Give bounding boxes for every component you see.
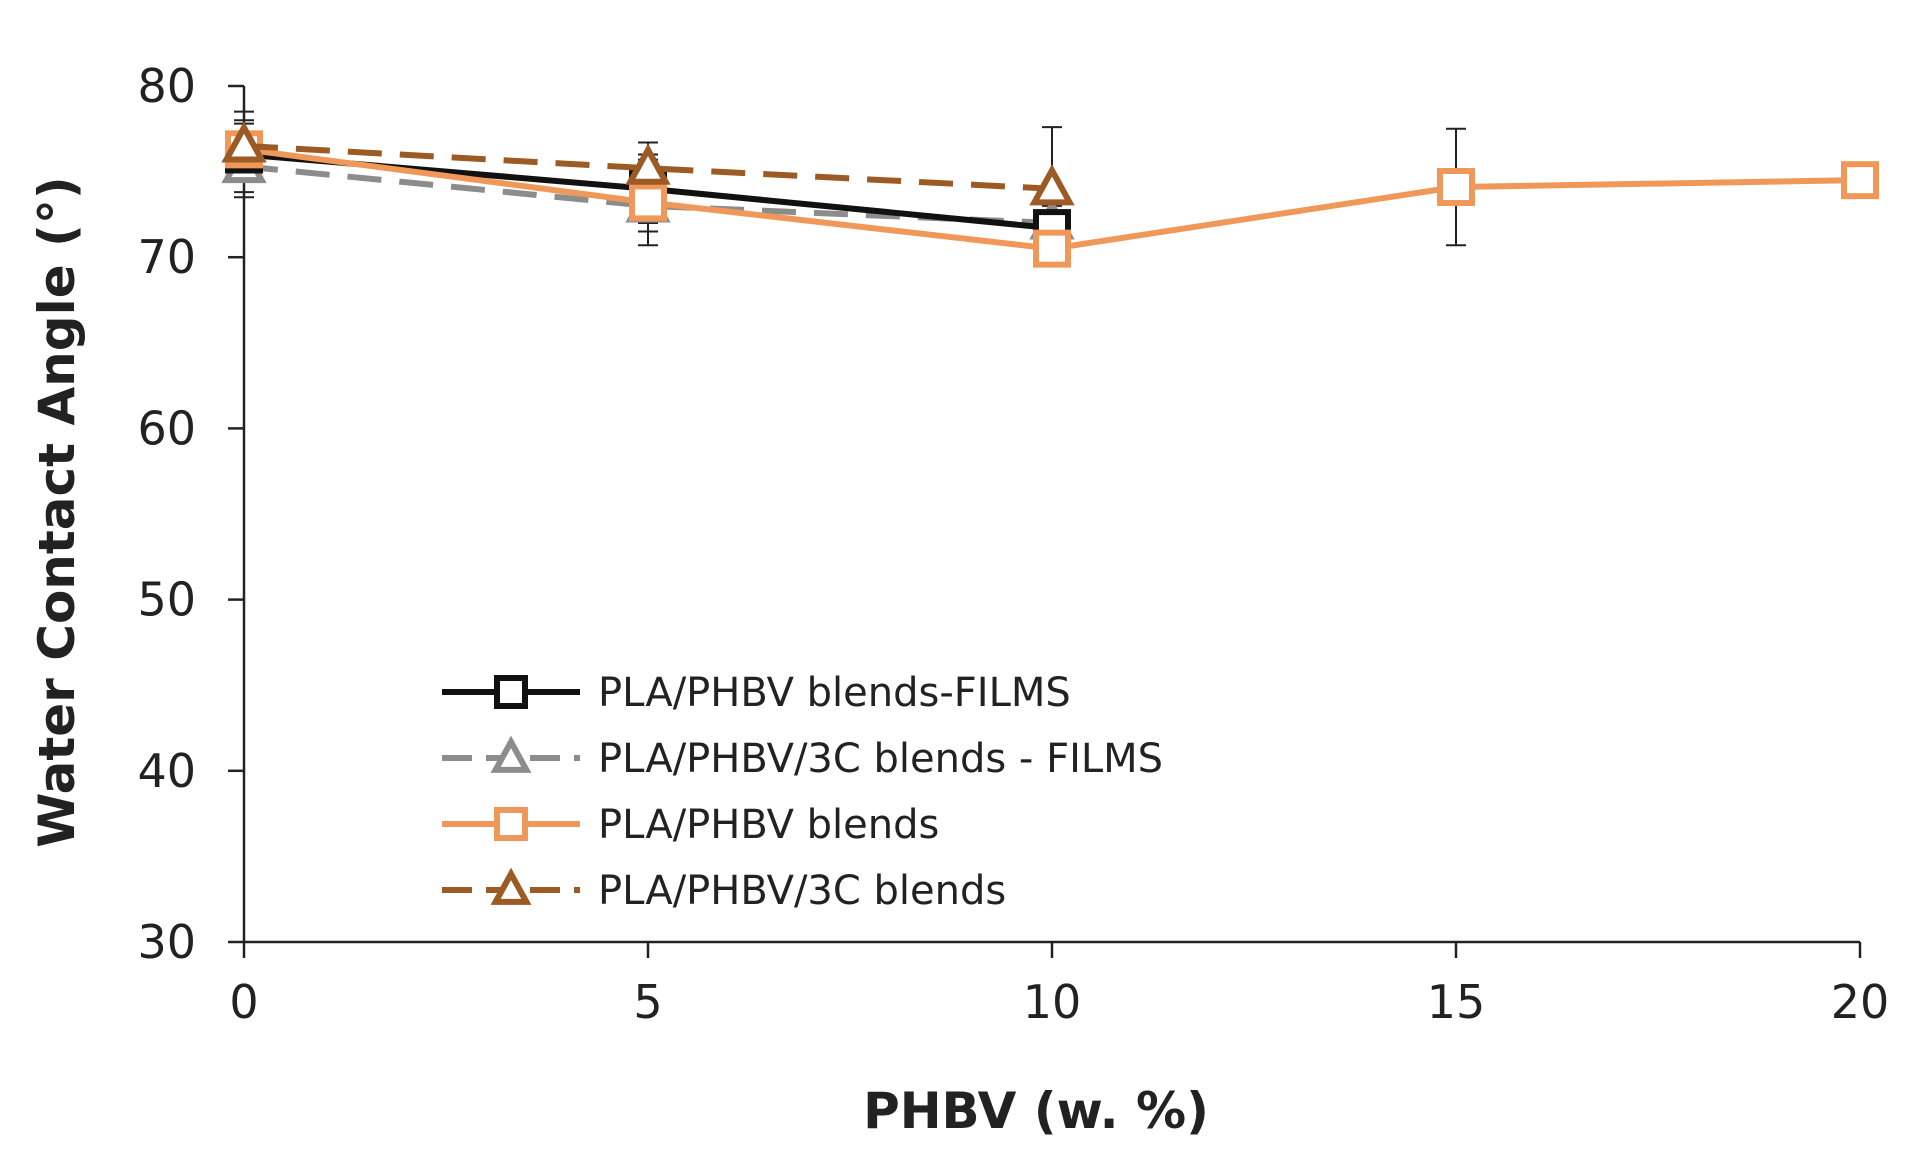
legend-marker [494, 675, 528, 709]
series-line [243, 142, 1053, 192]
y-tick-label: 50 [137, 573, 196, 627]
legend-label: PLA/PHBV blends-FILMS [598, 670, 1071, 716]
x-tick-label: 5 [633, 975, 662, 1029]
y-tick-label: 70 [137, 230, 196, 284]
data-point [1437, 168, 1475, 207]
x-axis-label: PHBV (w. %) [863, 1082, 1209, 1140]
y-tick-label: 60 [137, 401, 196, 455]
series-line [243, 163, 1053, 226]
legend-marker [494, 807, 528, 841]
y-tick-label: 40 [137, 744, 196, 798]
x-tick-label: 15 [1427, 975, 1486, 1029]
data-point [1841, 161, 1879, 200]
legend-label: PLA/PHBV/3C blends [598, 868, 1006, 914]
y-axis-label: Water Contact Angle (°) [28, 176, 86, 847]
data-series [221, 121, 1879, 268]
y-tick-label: 30 [137, 915, 196, 969]
x-tick-label: 0 [229, 975, 258, 1029]
legend: PLA/PHBV blends-FILMS PLA/PHBV/3C blends … [442, 670, 1163, 914]
y-tick-label: 80 [137, 59, 196, 113]
data-point [221, 121, 267, 163]
data-point [625, 143, 671, 185]
series-3 [221, 121, 1075, 206]
data-point [1029, 164, 1075, 206]
legend-label: PLA/PHBV/3C blends - FILMS [598, 736, 1163, 782]
legend-marker [490, 867, 532, 905]
data-point [1033, 229, 1071, 268]
x-tick-label: 10 [1023, 975, 1082, 1029]
chart-axes [228, 84, 1862, 958]
x-tick-label: 20 [1831, 975, 1890, 1029]
legend-label: PLA/PHBV blends [598, 802, 939, 848]
data-point [629, 183, 667, 222]
legend-marker [490, 735, 532, 773]
tick-labels: 30 40 50 60 70 80 0 5 10 15 20 [137, 59, 1889, 1029]
